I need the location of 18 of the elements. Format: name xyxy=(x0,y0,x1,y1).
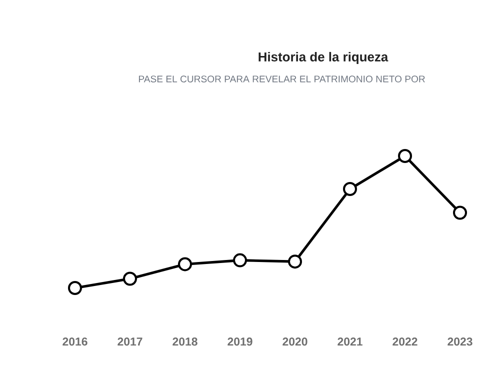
x-tick-label: 2017 xyxy=(118,338,142,346)
point xyxy=(233,253,248,268)
point xyxy=(178,257,192,272)
x-tick-label: 2018 xyxy=(172,338,198,346)
x-tick-label: 2021 xyxy=(338,338,362,346)
point xyxy=(123,272,138,286)
point xyxy=(343,182,358,196)
chart-title: Historia de la riqueza xyxy=(258,52,388,64)
x-tick-label: 2020 xyxy=(282,338,308,346)
point xyxy=(68,281,82,295)
x-tick-label: 2016 xyxy=(62,338,88,346)
chart-subtitle: PASE EL CURSOR PARA REVELAR EL PATRIMONIO NETO POR xyxy=(138,76,425,82)
point xyxy=(453,206,468,220)
point xyxy=(288,254,302,269)
x-tick-label: 2022 xyxy=(392,338,418,346)
x-tick-label: 2019 xyxy=(228,338,252,346)
x-tick-label: 2023 xyxy=(448,338,472,346)
point xyxy=(398,148,412,163)
